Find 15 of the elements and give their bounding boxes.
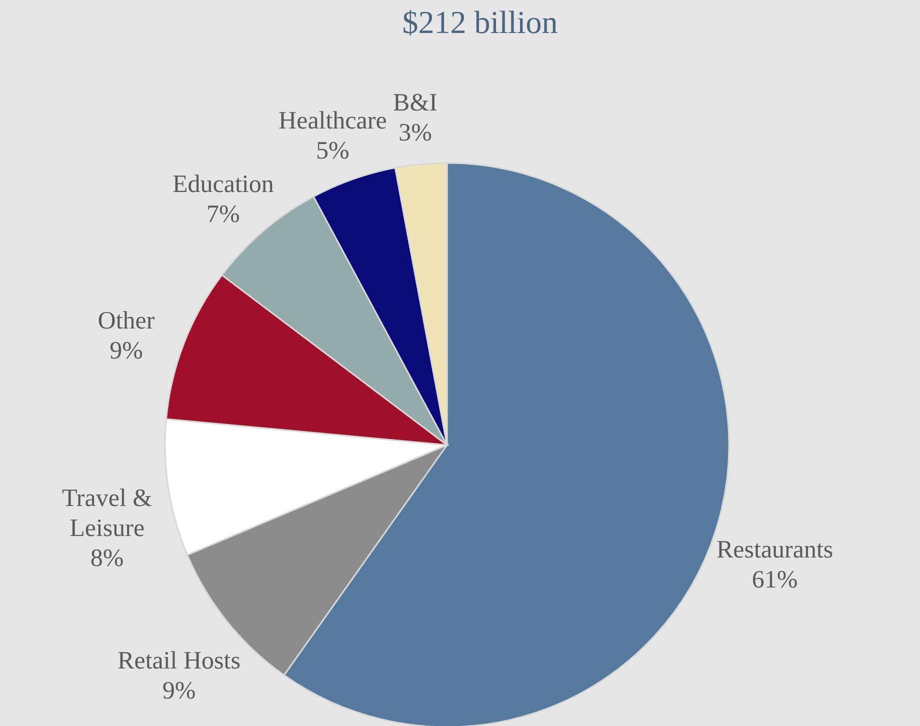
data-label: 9% — [110, 338, 143, 365]
data-label: 5% — [316, 138, 350, 165]
slice-label: Education — [172, 170, 274, 198]
chart-title: $212 billion — [402, 4, 558, 40]
data-label: 7% — [206, 200, 240, 228]
slice-label: Healthcare — [278, 108, 387, 135]
slice-label: Travel & Leisure — [62, 484, 152, 542]
slice-label: B&I — [393, 89, 438, 116]
data-label: 61% — [752, 566, 798, 594]
slice-label: Restaurants — [716, 536, 834, 564]
slice-label: Other — [98, 308, 156, 335]
data-label: 3% — [398, 119, 432, 146]
data-label: 9% — [162, 678, 196, 705]
data-label: 8% — [90, 544, 124, 572]
slice-label: Retail Hosts — [118, 648, 240, 675]
